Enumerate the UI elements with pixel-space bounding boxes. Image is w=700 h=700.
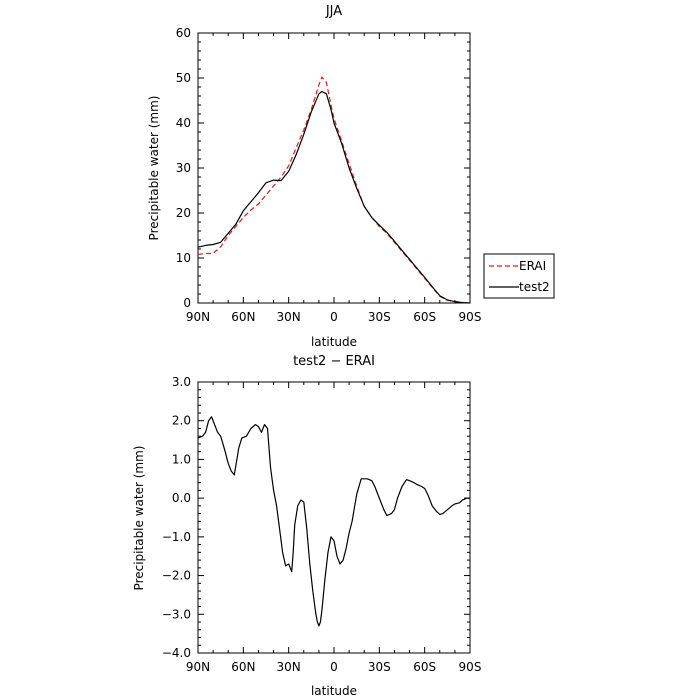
chart-bottom-x-tick-label: 30N: [277, 660, 301, 674]
chart-bottom-series: [197, 416, 470, 627]
legend: ERAI test2: [483, 253, 555, 299]
chart-top-x-tick-label: 90N: [186, 310, 210, 324]
chart-bottom-x-tick-label: 60S: [413, 660, 436, 674]
chart-top-y-tick-label: 50: [176, 71, 191, 85]
chart-top-y-tick-label: 30: [176, 161, 191, 175]
chart-bottom-y-tick-label: 3.0: [172, 375, 191, 389]
chart-bottom-y-tick-label: −1.0: [162, 530, 191, 544]
chart-top-x-tick-label: 0: [330, 310, 338, 324]
chart-top-x-tick-label: 60N: [231, 310, 255, 324]
chart-top-x-tick-label: 30N: [277, 310, 301, 324]
chart-bottom-ticks: [197, 381, 471, 654]
chart-top-ticks: [197, 32, 471, 304]
chart-bottom-title: test2 − ERAI: [293, 354, 375, 369]
chart-bottom-frame: [197, 381, 471, 654]
chart-top-x-tick-labels: 90N 60N 30N 0 30S 60S 90S: [186, 310, 482, 324]
chart-bottom-x-tick-label: 0: [330, 660, 338, 674]
legend-box: [483, 253, 555, 299]
legend-label-test2: test2: [519, 280, 550, 294]
chart-bottom-y-tick-label: −3.0: [162, 607, 191, 621]
chart-bottom-x-tick-label: 90S: [459, 660, 482, 674]
chart-bottom-y-tick-label: −2.0: [162, 569, 191, 583]
chart-bottom: test2 − ERAI 90N 60N 30N 0 30S 60S 90S −4.0 −3.…: [132, 354, 481, 698]
chart-top-x-axis-label: latitude: [311, 335, 357, 349]
chart-top-y-tick-label: 20: [176, 206, 191, 220]
chart-bottom-x-axis-label: latitude: [311, 684, 357, 698]
chart-bottom-y-tick-label: 1.0: [172, 452, 191, 466]
chart-top-series-line-erai: [197, 76, 471, 304]
chart-top-y-tick-label: 0: [183, 296, 191, 310]
chart-top-x-tick-label: 60S: [413, 310, 436, 324]
chart-top-y-axis-label: Precipitable water (mm): [147, 96, 161, 241]
chart-top-x-tick-label: 90S: [459, 310, 482, 324]
chart-top-title: JJA: [325, 4, 342, 19]
chart-bottom-x-tick-label: 60N: [231, 660, 255, 674]
chart-bottom-series-line-0: [197, 416, 470, 627]
legend-label-erai: ERAI: [519, 259, 546, 273]
chart-top-y-tick-label: 60: [176, 26, 191, 40]
chart-bottom-x-tick-label: 30S: [368, 660, 391, 674]
chart-bottom-x-tick-label: 90N: [186, 660, 210, 674]
chart-bottom-y-tick-label: 2.0: [172, 414, 191, 428]
chart-top-y-tick-label: 40: [176, 116, 191, 130]
chart-bottom-y-tick-label: −4.0: [162, 646, 191, 660]
chart-bottom-y-axis-label: Precipitable water (mm): [132, 446, 146, 591]
chart-bottom-x-tick-labels: 90N 60N 30N 0 30S 60S 90S: [186, 660, 482, 674]
chart-top-y-tick-labels: 0 10 20 30 40 50 60: [176, 26, 191, 310]
chart-bottom-y-tick-label: 0.0: [172, 491, 191, 505]
chart-top-series: [197, 76, 471, 304]
chart-top: JJA 90N 60N 30N 0 30S 60S 90S 0 10 20 30 40 50 60 la…: [147, 4, 555, 349]
chart-bottom-y-tick-labels: −4.0 −3.0 −2.0 −1.0 0.0 1.0 2.0 3.0: [162, 375, 191, 660]
chart-top-frame: [197, 32, 471, 304]
chart-top-x-tick-label: 30S: [368, 310, 391, 324]
chart-top-y-tick-label: 10: [176, 251, 191, 265]
chart-top-series-line-test2: [197, 90, 471, 304]
